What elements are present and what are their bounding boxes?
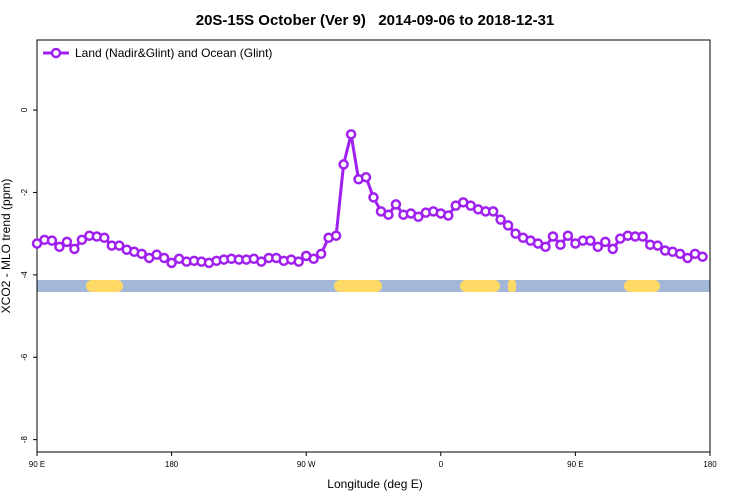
land-ocean-band — [37, 280, 710, 292]
land-segment — [334, 280, 382, 292]
x-tick-label: 0 — [439, 460, 444, 469]
data-point — [368, 192, 379, 203]
data-point — [585, 235, 596, 246]
data-point — [495, 214, 506, 225]
data-point — [607, 243, 619, 255]
data-point — [114, 240, 125, 251]
y-tick-label: -6 — [20, 353, 29, 361]
data-point — [54, 241, 65, 253]
data-point — [562, 230, 574, 241]
y-tick-label: -8 — [20, 436, 29, 444]
land-segment — [86, 280, 123, 292]
data-point — [330, 230, 342, 241]
data-point — [600, 236, 611, 248]
land-segment — [508, 280, 516, 292]
data-point — [76, 234, 88, 246]
data-point — [383, 209, 394, 220]
data-point — [61, 236, 73, 248]
data-point — [443, 210, 454, 221]
y-tick-label: 0 — [20, 107, 29, 112]
x-tick-label: 90 E — [567, 460, 583, 469]
data-point — [315, 248, 327, 260]
data-point — [360, 171, 372, 183]
data-point — [69, 243, 80, 255]
data-point — [540, 241, 551, 253]
data-point — [136, 248, 147, 260]
data-point — [652, 240, 663, 251]
data-point — [682, 252, 693, 264]
data-point — [555, 239, 566, 251]
data-point — [308, 253, 319, 265]
land-segment — [624, 280, 660, 292]
data-point — [502, 220, 514, 231]
legend-marker — [50, 47, 62, 59]
y-axis-label: XCO2 - MLO trend (ppm) — [0, 179, 13, 314]
data-point — [487, 206, 499, 217]
data-point — [637, 231, 648, 242]
data-point — [413, 211, 424, 222]
data-point — [345, 129, 357, 140]
data-point — [166, 257, 177, 269]
data-point — [99, 232, 110, 244]
data-point — [338, 159, 349, 170]
y-tick-label: -4 — [20, 271, 29, 279]
chart-title: 20S-15S October (Ver 9) 2014-09-06 to 20… — [196, 12, 555, 29]
data-point — [158, 252, 170, 264]
data-point — [293, 256, 304, 267]
legend-label: Land (Nadir&Glint) and Ocean (Glint) — [75, 46, 272, 60]
data-point — [547, 231, 559, 242]
data-point — [674, 248, 686, 260]
land-segment — [460, 280, 500, 292]
data-point — [46, 235, 58, 246]
x-tick-label: 180 — [165, 460, 179, 469]
data-point — [390, 199, 402, 210]
data-point — [592, 241, 604, 253]
data-point — [697, 251, 708, 262]
x-axis-label: Longitude (deg E) — [327, 477, 422, 491]
y-tick-label: -2 — [20, 188, 29, 196]
x-tick-label: 90 E — [29, 460, 45, 469]
x-tick-label: 90 W — [297, 460, 316, 469]
x-tick-label: 180 — [703, 460, 717, 469]
data-point — [510, 228, 521, 239]
